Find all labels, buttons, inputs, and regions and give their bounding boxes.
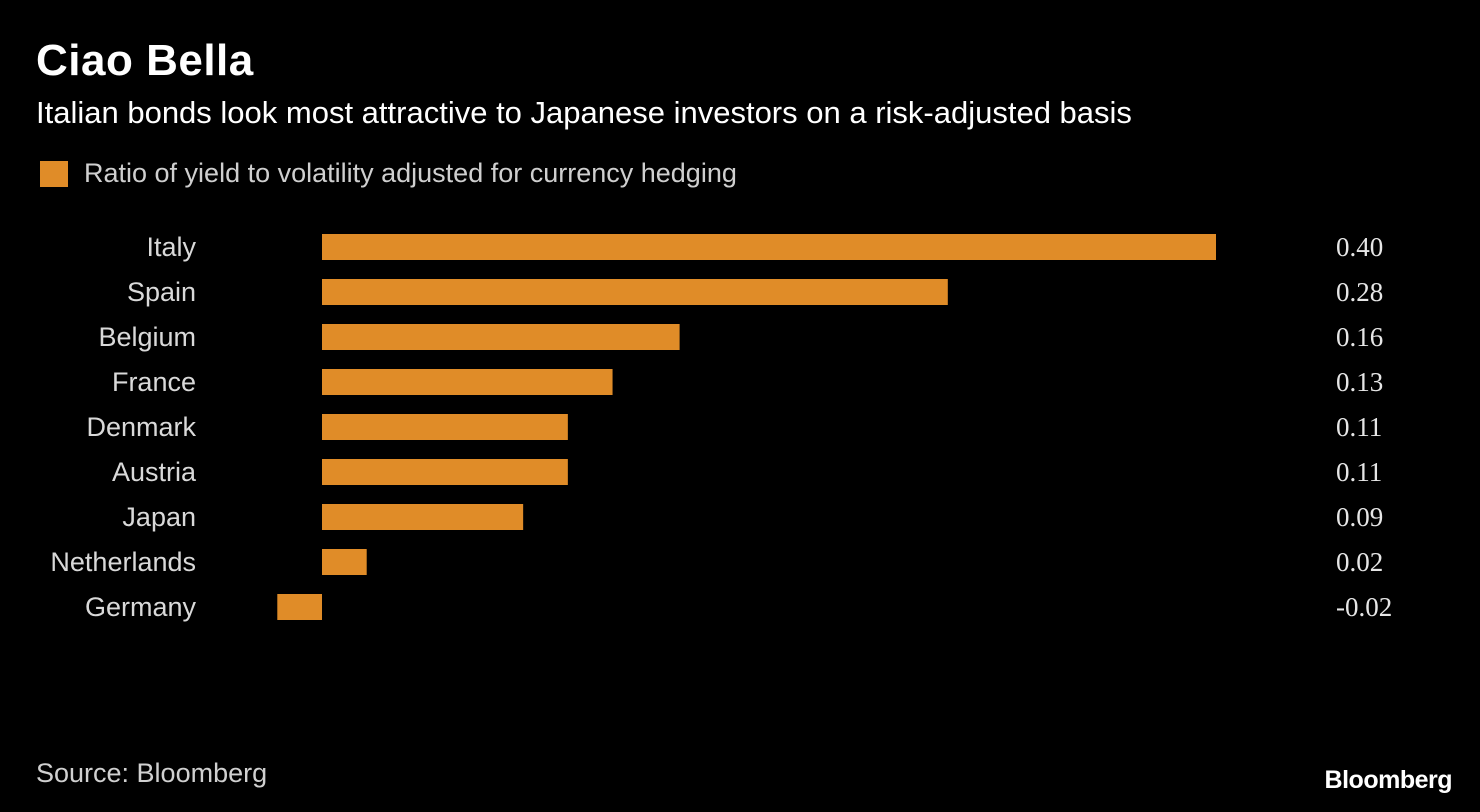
bar — [322, 369, 613, 395]
bar — [277, 594, 322, 620]
category-label: Denmark — [86, 412, 196, 442]
chart-subtitle: Italian bonds look most attractive to Ja… — [36, 95, 1132, 130]
category-label: Austria — [112, 457, 197, 487]
bar — [322, 414, 568, 440]
bar — [322, 549, 367, 575]
value-label: 0.13 — [1336, 367, 1383, 397]
chart-title: Ciao Bella — [36, 36, 254, 85]
source-note: Source: Bloomberg — [36, 758, 268, 788]
bar — [322, 459, 568, 485]
legend: Ratio of yield to volatility adjusted fo… — [40, 158, 737, 189]
value-label: -0.02 — [1336, 592, 1392, 622]
category-label: France — [112, 367, 196, 397]
category-label: Belgium — [98, 322, 196, 352]
legend-label: Ratio of yield to volatility adjusted fo… — [84, 158, 737, 188]
bar — [322, 324, 680, 350]
value-label: 0.11 — [1336, 412, 1382, 442]
category-label: Italy — [146, 232, 196, 262]
category-label: Japan — [122, 502, 196, 532]
bar — [322, 279, 948, 305]
value-label: 0.16 — [1336, 322, 1383, 352]
value-label: 0.02 — [1336, 547, 1383, 577]
category-label: Netherlands — [50, 547, 196, 577]
bar — [322, 504, 524, 530]
value-label: 0.11 — [1336, 457, 1382, 487]
value-label: 0.09 — [1336, 502, 1383, 532]
category-label: Germany — [85, 592, 197, 622]
value-label: 0.28 — [1336, 277, 1383, 307]
category-label: Spain — [127, 277, 196, 307]
bar — [322, 234, 1216, 260]
brand-logo: Bloomberg — [1324, 766, 1453, 794]
value-label: 0.40 — [1336, 232, 1383, 262]
legend-swatch — [40, 160, 68, 187]
